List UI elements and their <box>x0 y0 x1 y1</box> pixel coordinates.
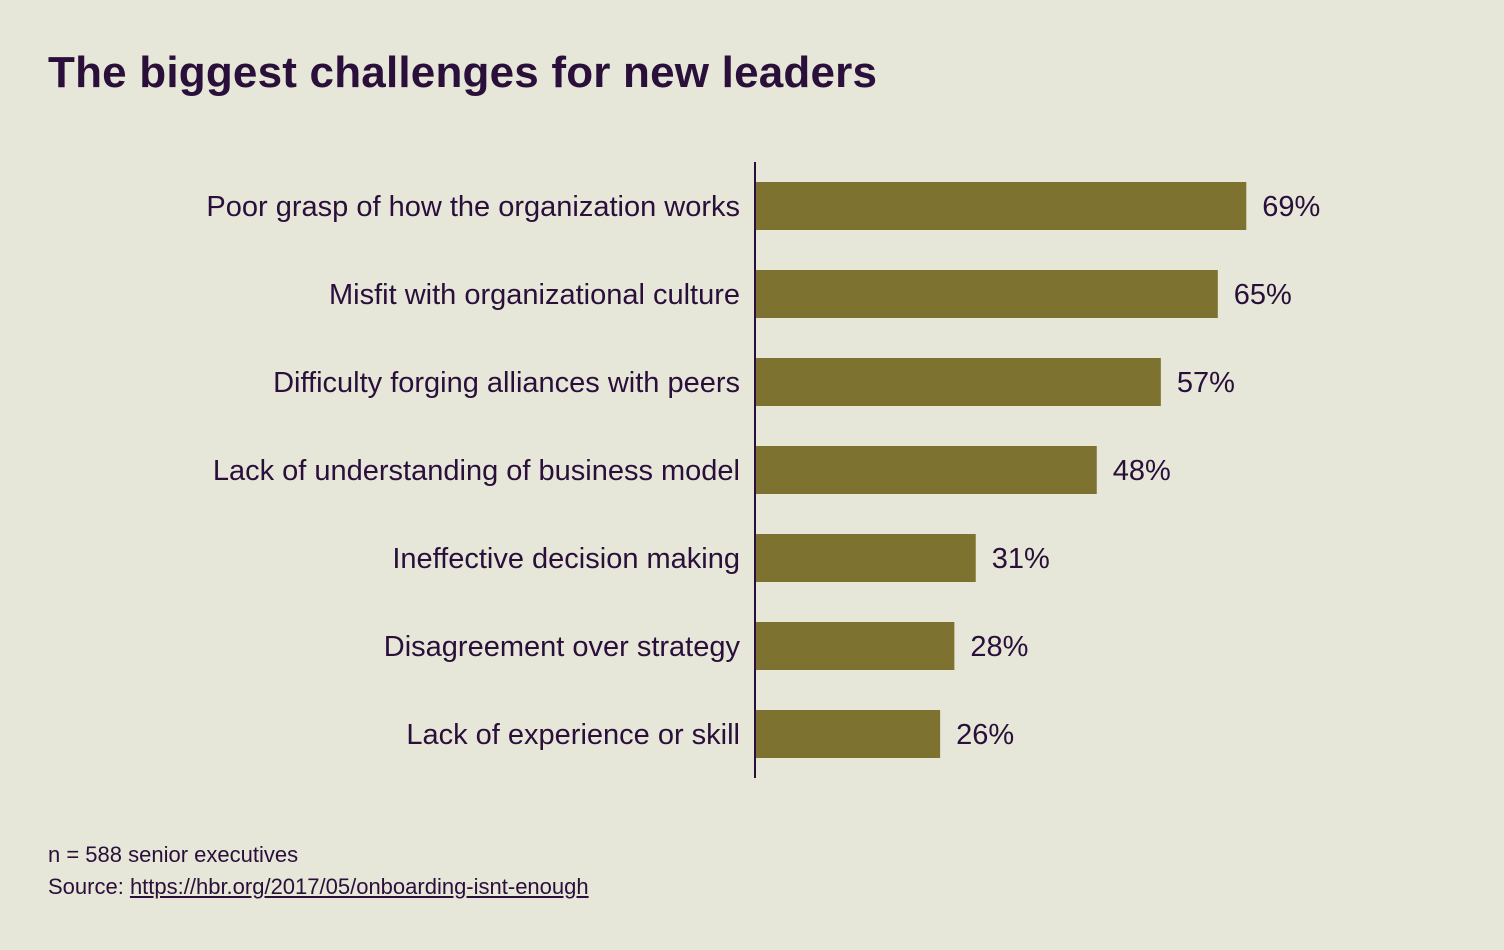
source-link[interactable]: https://hbr.org/2017/05/onboarding-isnt-… <box>129 874 589 899</box>
bar <box>755 270 1218 318</box>
source-line: Source: https://hbr.org/2017/05/onboardi… <box>48 871 589 903</box>
chart-title: The biggest challenges for new leaders <box>48 48 878 97</box>
category-label: Lack of understanding of business model <box>213 455 740 487</box>
category-label: Misfit with organizational culture <box>329 279 740 311</box>
value-label: 65% <box>1234 279 1292 311</box>
value-label: 69% <box>1262 191 1320 223</box>
value-label: 28% <box>970 631 1028 663</box>
source-prefix: Source: <box>48 874 130 899</box>
value-label: 26% <box>956 719 1014 751</box>
sample-size-note: n = 588 senior executives <box>48 842 299 867</box>
category-label: Disagreement over strategy <box>384 631 741 663</box>
bar <box>755 446 1097 494</box>
category-label: Difficulty forging alliances with peers <box>273 367 740 399</box>
bar <box>755 710 941 758</box>
value-label: 48% <box>1113 455 1171 487</box>
bar <box>755 622 955 670</box>
category-label: Poor grasp of how the organization works <box>206 191 740 223</box>
bar <box>755 358 1161 406</box>
bars-layer: Poor grasp of how the organization works… <box>206 182 1320 758</box>
value-label: 57% <box>1177 367 1235 399</box>
chart-footer: n = 588 senior executives Source: https:… <box>48 839 589 903</box>
value-label: 31% <box>992 543 1050 575</box>
bar <box>755 534 976 582</box>
bar <box>755 182 1247 230</box>
category-label: Ineffective decision making <box>392 543 740 575</box>
category-label: Lack of experience or skill <box>406 719 740 751</box>
